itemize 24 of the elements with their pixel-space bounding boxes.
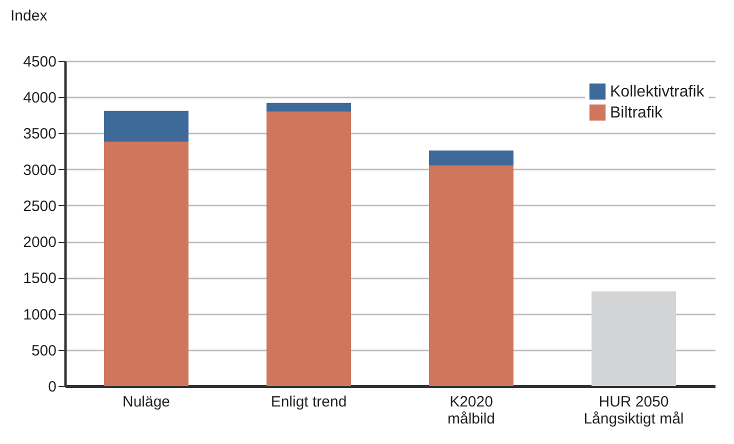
x-tick-label: K2020 målbild: [447, 394, 496, 428]
x-tick-label: Nuläge: [122, 394, 170, 410]
bar: [429, 150, 514, 166]
y-tick-label: 500: [31, 342, 56, 360]
y-tick-label: 0: [48, 378, 56, 396]
x-tick-label: Enligt trend: [270, 394, 347, 410]
y-tick-label: 1500: [23, 270, 56, 288]
y-tick-label: 2000: [23, 234, 56, 252]
bar: [592, 291, 676, 386]
x-tick-label: HUR 2050 Långsiktigt mål: [584, 394, 684, 428]
bar: [429, 166, 514, 386]
bar: [104, 142, 188, 386]
bar: [104, 110, 188, 142]
y-tick-label: 4500: [23, 54, 56, 70]
y-tick-label: 1000: [23, 306, 56, 324]
bar: [266, 102, 351, 112]
bar: [266, 112, 351, 386]
legend-label: Kollektivtrafik: [610, 84, 706, 100]
y-tick-label: 4000: [23, 90, 56, 107]
y-tick-label: 3500: [23, 126, 56, 143]
y-tick-label: 3000: [23, 162, 56, 179]
legend-label: Biltrafik: [610, 104, 664, 122]
y-axis-title: Index: [10, 8, 48, 24]
y-tick-label: 2500: [23, 198, 56, 215]
